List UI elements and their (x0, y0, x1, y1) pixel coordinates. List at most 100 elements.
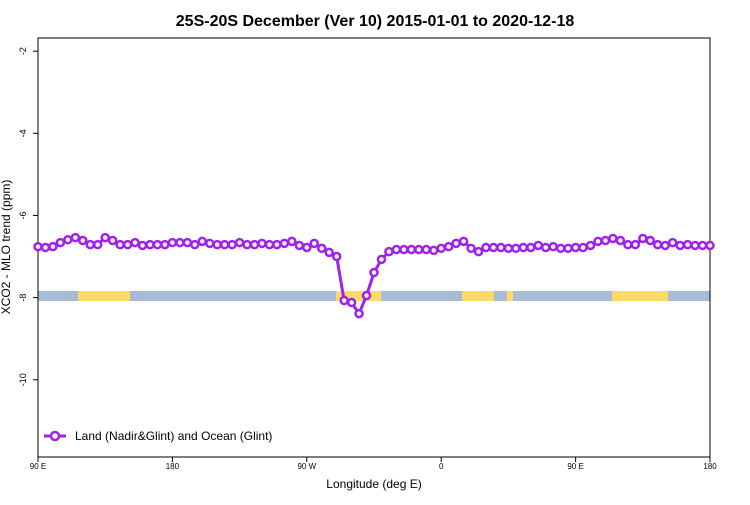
data-point (40, 242, 51, 253)
data-point (160, 239, 170, 250)
data-point (660, 240, 670, 251)
data-point (630, 239, 641, 250)
data-point (391, 244, 402, 255)
data-point (145, 239, 155, 250)
data-point (414, 244, 424, 255)
data-point (600, 235, 611, 246)
data-point (204, 238, 215, 249)
data-point (608, 233, 618, 244)
data-point (294, 240, 305, 251)
data-point (167, 237, 178, 248)
chart-title: 25S-20S December (Ver 10) 2015-01-01 to … (176, 13, 575, 30)
data-point (219, 239, 230, 250)
legend-label: Land (Nadir&Glint) and Ocean (Glint) (75, 429, 272, 443)
data-point (421, 244, 432, 255)
data-point (652, 239, 663, 250)
data-point (234, 237, 245, 248)
data-point (316, 243, 327, 254)
data-point (645, 235, 656, 246)
data-point (481, 242, 491, 253)
data-point (122, 239, 133, 250)
data-point (399, 244, 409, 255)
data-point (705, 240, 715, 251)
data-point (428, 245, 439, 256)
data-point (264, 239, 275, 250)
data-point (548, 241, 558, 252)
data-point (242, 239, 252, 250)
data-point (585, 240, 596, 251)
data-point (33, 241, 43, 252)
x-tick-label: 90 W (297, 462, 316, 471)
data-point (197, 236, 208, 247)
data-point (212, 239, 222, 250)
data-point (249, 239, 260, 250)
data-point (503, 243, 514, 254)
data-point (697, 240, 708, 251)
data-point (354, 308, 364, 319)
data-point (361, 290, 372, 301)
x-tick-label: 180 (166, 462, 180, 471)
x-tick-label: 180 (703, 462, 717, 471)
data-point (309, 238, 320, 249)
data-point (227, 239, 237, 250)
data-point (488, 242, 499, 253)
data-point (436, 243, 446, 254)
data-point (339, 295, 349, 306)
data-point (137, 240, 148, 251)
data-point (190, 239, 200, 250)
data-point (593, 236, 603, 247)
data-point (638, 233, 648, 244)
data-point (324, 247, 334, 258)
data-point (100, 232, 110, 243)
y-axis-label: XCO2 - MLO trend (ppm) (0, 180, 13, 315)
data-point (384, 246, 394, 257)
data-point (570, 242, 581, 253)
data-point (466, 243, 476, 254)
data-point (578, 242, 588, 253)
data-point (533, 240, 544, 251)
data-point (287, 236, 297, 247)
x-tick-label: 90 E (567, 462, 583, 471)
x-tick-label: 90 E (30, 462, 46, 471)
y-tick-label: -8 (18, 294, 28, 302)
data-point (48, 241, 58, 252)
data-point (458, 236, 469, 247)
data-point (92, 239, 103, 250)
data-point (443, 241, 454, 252)
data-point (511, 243, 521, 254)
x-axis-label: Longitude (deg E) (326, 477, 421, 491)
y-tick-label: -10 (18, 373, 28, 386)
data-point (346, 297, 357, 308)
data-point (540, 242, 551, 253)
data-point (496, 242, 506, 253)
data-point (369, 267, 379, 278)
data-point (667, 237, 678, 248)
data-point (518, 242, 529, 253)
data-point (682, 239, 693, 250)
data-point (563, 243, 573, 254)
data-point (675, 240, 685, 251)
data-point (70, 232, 81, 243)
data-point (473, 246, 484, 257)
x-tick-label: 0 (439, 462, 444, 471)
y-tick-label: -2 (18, 47, 28, 55)
land-ocean-band (38, 291, 710, 301)
y-tick-label: -4 (18, 129, 28, 137)
data-point (623, 239, 633, 250)
data-point (690, 240, 700, 251)
data-point (376, 254, 387, 265)
data-point (63, 234, 73, 245)
data-point (152, 239, 163, 250)
data-point (302, 242, 312, 253)
data-point (526, 242, 536, 253)
data-point (257, 238, 267, 249)
data-point (107, 235, 118, 246)
data-point (279, 238, 290, 249)
data-point (55, 237, 66, 248)
data-point (85, 239, 96, 250)
data-point (130, 237, 140, 248)
data-point (555, 243, 566, 254)
data-point (115, 239, 125, 250)
data-point (175, 237, 185, 248)
